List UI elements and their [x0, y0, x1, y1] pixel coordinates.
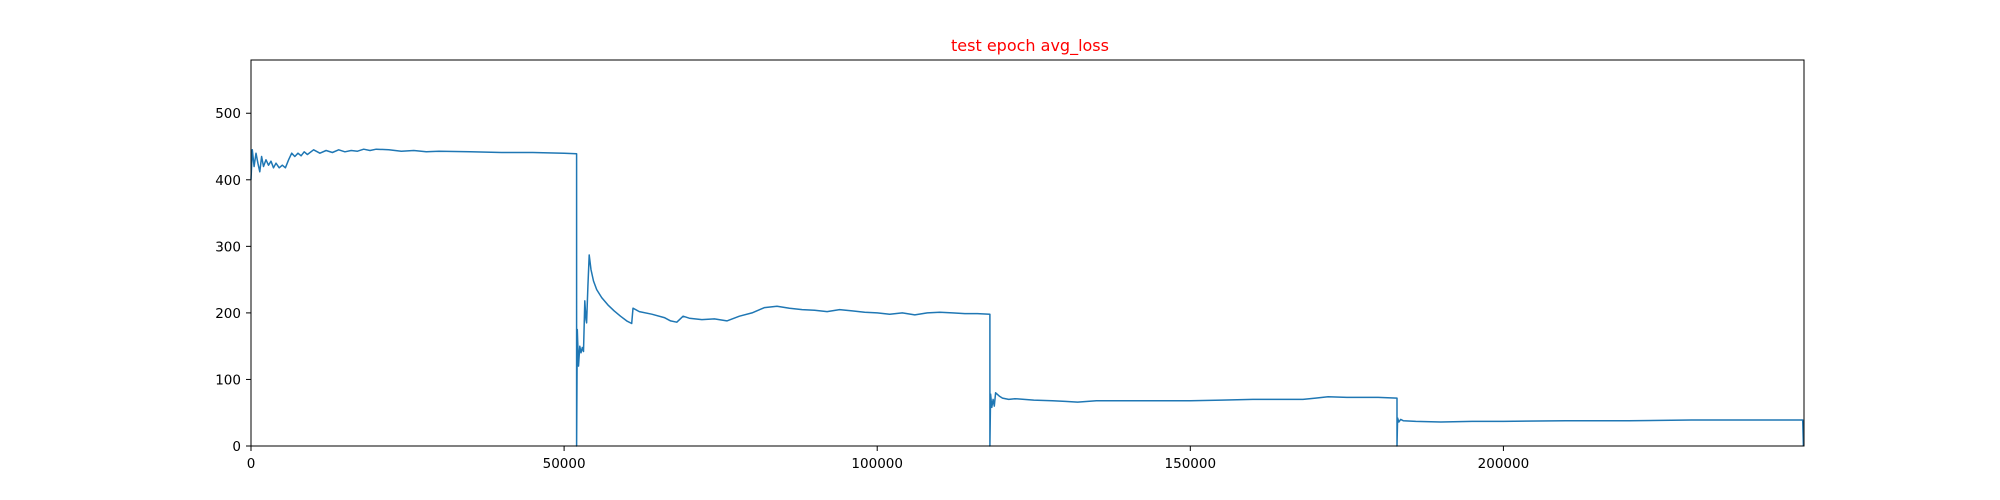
x-axis: 0 50000 100000 150000 200000 — [247, 446, 1529, 472]
y-tick-label: 500 — [215, 106, 241, 122]
x-tick-label: 0 — [247, 456, 256, 472]
series-line — [250, 148, 1805, 447]
y-tick-label: 300 — [215, 239, 241, 255]
plot-frame — [250, 59, 1805, 447]
y-axis: 0 100 200 300 400 500 — [215, 106, 251, 455]
y-tick-label: 0 — [232, 439, 241, 455]
x-tick-label: 100000 — [851, 456, 903, 472]
x-tick-label: 200000 — [1478, 456, 1530, 472]
y-tick-label: 200 — [215, 306, 241, 322]
x-tick-label: 50000 — [543, 456, 586, 472]
chart-title: test epoch avg_loss — [951, 36, 1109, 56]
y-tick-label: 100 — [215, 372, 241, 388]
y-tick-label: 400 — [215, 173, 241, 189]
x-tick-label: 150000 — [1165, 456, 1217, 472]
